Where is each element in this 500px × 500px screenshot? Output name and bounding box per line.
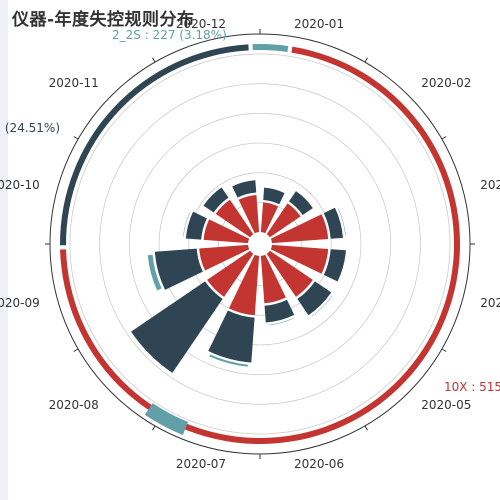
angle-axis-line <box>49 33 471 455</box>
bar-2-2s-2020-06[interactable] <box>268 318 294 326</box>
bar-1-3s-2020-08[interactable] <box>131 281 223 373</box>
bar-1-3s-2020-06[interactable] <box>264 299 295 323</box>
bar-10x-2020-08[interactable] <box>207 250 254 297</box>
angle-tick <box>73 348 79 352</box>
bar-10x-2020-10[interactable] <box>203 219 250 244</box>
angle-axis: 2020-01 2020-02 2020-03 2020-04 2020-05 2020-… <box>0 17 500 471</box>
pie-label-2-2s: 2_2S : 227 (3.18%) <box>112 28 227 42</box>
bar-1-3s-2020-05[interactable] <box>297 281 332 316</box>
bar-10x-2020-05[interactable] <box>266 250 313 297</box>
bar-1-3s-2020-09[interactable] <box>154 248 203 290</box>
bar-1-3s-2020-02[interactable] <box>288 191 313 216</box>
radial-grid <box>69 53 451 435</box>
radius-grid-circle <box>217 201 303 287</box>
angle-axis-label: 2020-07 <box>176 457 226 471</box>
bar-10x-2020-06[interactable] <box>260 254 286 304</box>
bar-10x-2020-03[interactable] <box>270 214 329 244</box>
angle-tick <box>152 425 156 431</box>
angle-tick <box>73 136 79 140</box>
radius-grid-circle <box>188 172 332 316</box>
left-edge-strip <box>0 0 8 500</box>
radius-grid-circle <box>128 112 392 376</box>
angle-tick <box>364 57 368 63</box>
angle-axis-label: 2020-05 <box>421 398 471 412</box>
bar-1-3s-2020-07[interactable] <box>208 310 255 363</box>
pie-label-10x: 10X : 5156 <box>444 380 500 394</box>
angle-axis-label: 2020-04 <box>480 296 500 310</box>
pie-label-1-3s: (24.51%) <box>5 121 60 135</box>
angle-axis-label: 2020-11 <box>49 76 99 90</box>
bar-2-2s-2020-09[interactable] <box>147 254 162 291</box>
angle-axis-label: 2020-01 <box>294 17 344 31</box>
angle-tick <box>441 136 447 140</box>
bar-2-2s-2020-07[interactable] <box>209 354 248 367</box>
pie-labels: 10X : 5156 (24.51%) 2_2S : 227 (3.18%) <box>5 28 500 394</box>
bar-10x-2020-01[interactable] <box>260 202 279 234</box>
angle-tick <box>152 57 156 63</box>
angle-axis-label: 2020-12 <box>176 17 226 31</box>
bar-10x-2020-12[interactable] <box>238 195 260 234</box>
bar-1-3s-2020-04[interactable] <box>323 249 346 282</box>
radius-grid-circle <box>69 53 451 435</box>
bar-10x-2020-04[interactable] <box>270 244 329 274</box>
ring-highlight-2-2s <box>144 403 189 435</box>
angle-axis-label: 2020-09 <box>0 296 40 310</box>
bar-10x-2020-09[interactable] <box>199 244 250 271</box>
angle-axis-label: 2020-08 <box>49 398 99 412</box>
angle-axis-label: 2020-02 <box>421 76 471 90</box>
bar-1-3s-2020-11[interactable] <box>203 187 229 213</box>
bar-10x-2020-11[interactable] <box>215 199 254 238</box>
angle-axis-label: 2020-10 <box>0 178 40 192</box>
angle-axis-label: 2020-03 <box>480 178 500 192</box>
angle-tick <box>364 425 368 431</box>
angle-tick <box>441 348 447 352</box>
bar-10x-2020-07[interactable] <box>228 254 260 316</box>
bar-10x-2020-02[interactable] <box>266 203 301 238</box>
bar-2-2s-2020-10[interactable] <box>183 212 190 237</box>
radius-grid-circle <box>158 142 362 346</box>
ring-slice-2-2s[interactable] <box>252 44 289 52</box>
radius-grid-circle <box>99 83 421 405</box>
bar-1-3s-2020-03[interactable] <box>323 207 343 239</box>
bar-2-2s-2020-03[interactable] <box>338 208 346 236</box>
bar-1-3s-2020-01[interactable] <box>263 187 285 205</box>
bar-1-3s-2020-10[interactable] <box>185 211 207 240</box>
bar-1-3s-2020-12[interactable] <box>232 180 257 198</box>
angle-axis-label: 2020-06 <box>294 457 344 471</box>
chart-title: 仪器-年度失控规则分布 <box>12 10 195 30</box>
total-ring <box>59 44 461 445</box>
polar-bars <box>131 180 346 373</box>
